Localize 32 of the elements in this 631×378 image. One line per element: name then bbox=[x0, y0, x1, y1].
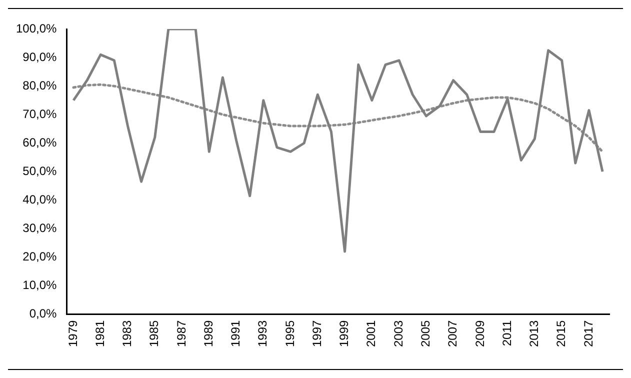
x-tick-label: 1997 bbox=[310, 320, 324, 348]
y-tick-label: 10,0% bbox=[22, 278, 58, 292]
y-tick-label: 40,0% bbox=[22, 192, 58, 206]
x-tick-label: 2013 bbox=[527, 320, 542, 348]
y-tick-label: 50,0% bbox=[22, 164, 58, 178]
x-tick-label: 2005 bbox=[418, 320, 432, 348]
x-tick-label: 2011 bbox=[500, 320, 514, 346]
x-tick-label: 1983 bbox=[120, 320, 134, 348]
x-tick-label: 1993 bbox=[256, 320, 270, 348]
y-tick-label: 80,0% bbox=[22, 78, 58, 92]
y-tick-label: 90,0% bbox=[22, 50, 58, 64]
x-tick-label: 1987 bbox=[174, 320, 188, 348]
x-tick-label: 1991 bbox=[228, 320, 243, 348]
x-tick-label: 1979 bbox=[66, 320, 80, 348]
x-tick-label: 2001 bbox=[364, 320, 378, 348]
y-tick-label: 70,0% bbox=[22, 106, 58, 121]
x-tick-label: 2007 bbox=[446, 320, 460, 348]
y-tick-label: 30,0% bbox=[22, 221, 58, 236]
x-tick-label: 1995 bbox=[282, 320, 297, 348]
line-series bbox=[72, 83, 604, 153]
x-tick-label: 2003 bbox=[391, 320, 406, 348]
x-tick-label: 1981 bbox=[92, 320, 107, 348]
x-tick-label: 1985 bbox=[147, 320, 162, 348]
x-tick-label: 2015 bbox=[554, 320, 568, 348]
x-tick-label: 1989 bbox=[201, 320, 216, 348]
y-tick-label: 0,0% bbox=[29, 306, 58, 321]
x-tick-label: 2009 bbox=[472, 320, 487, 348]
y-tick-label: 20,0% bbox=[22, 250, 58, 264]
x-tick-label: 1999 bbox=[337, 320, 352, 348]
x-tick-label: 2017 bbox=[581, 320, 596, 348]
y-tick-label: 100,0% bbox=[16, 21, 58, 36]
y-tick-label: 60,0% bbox=[22, 135, 58, 150]
